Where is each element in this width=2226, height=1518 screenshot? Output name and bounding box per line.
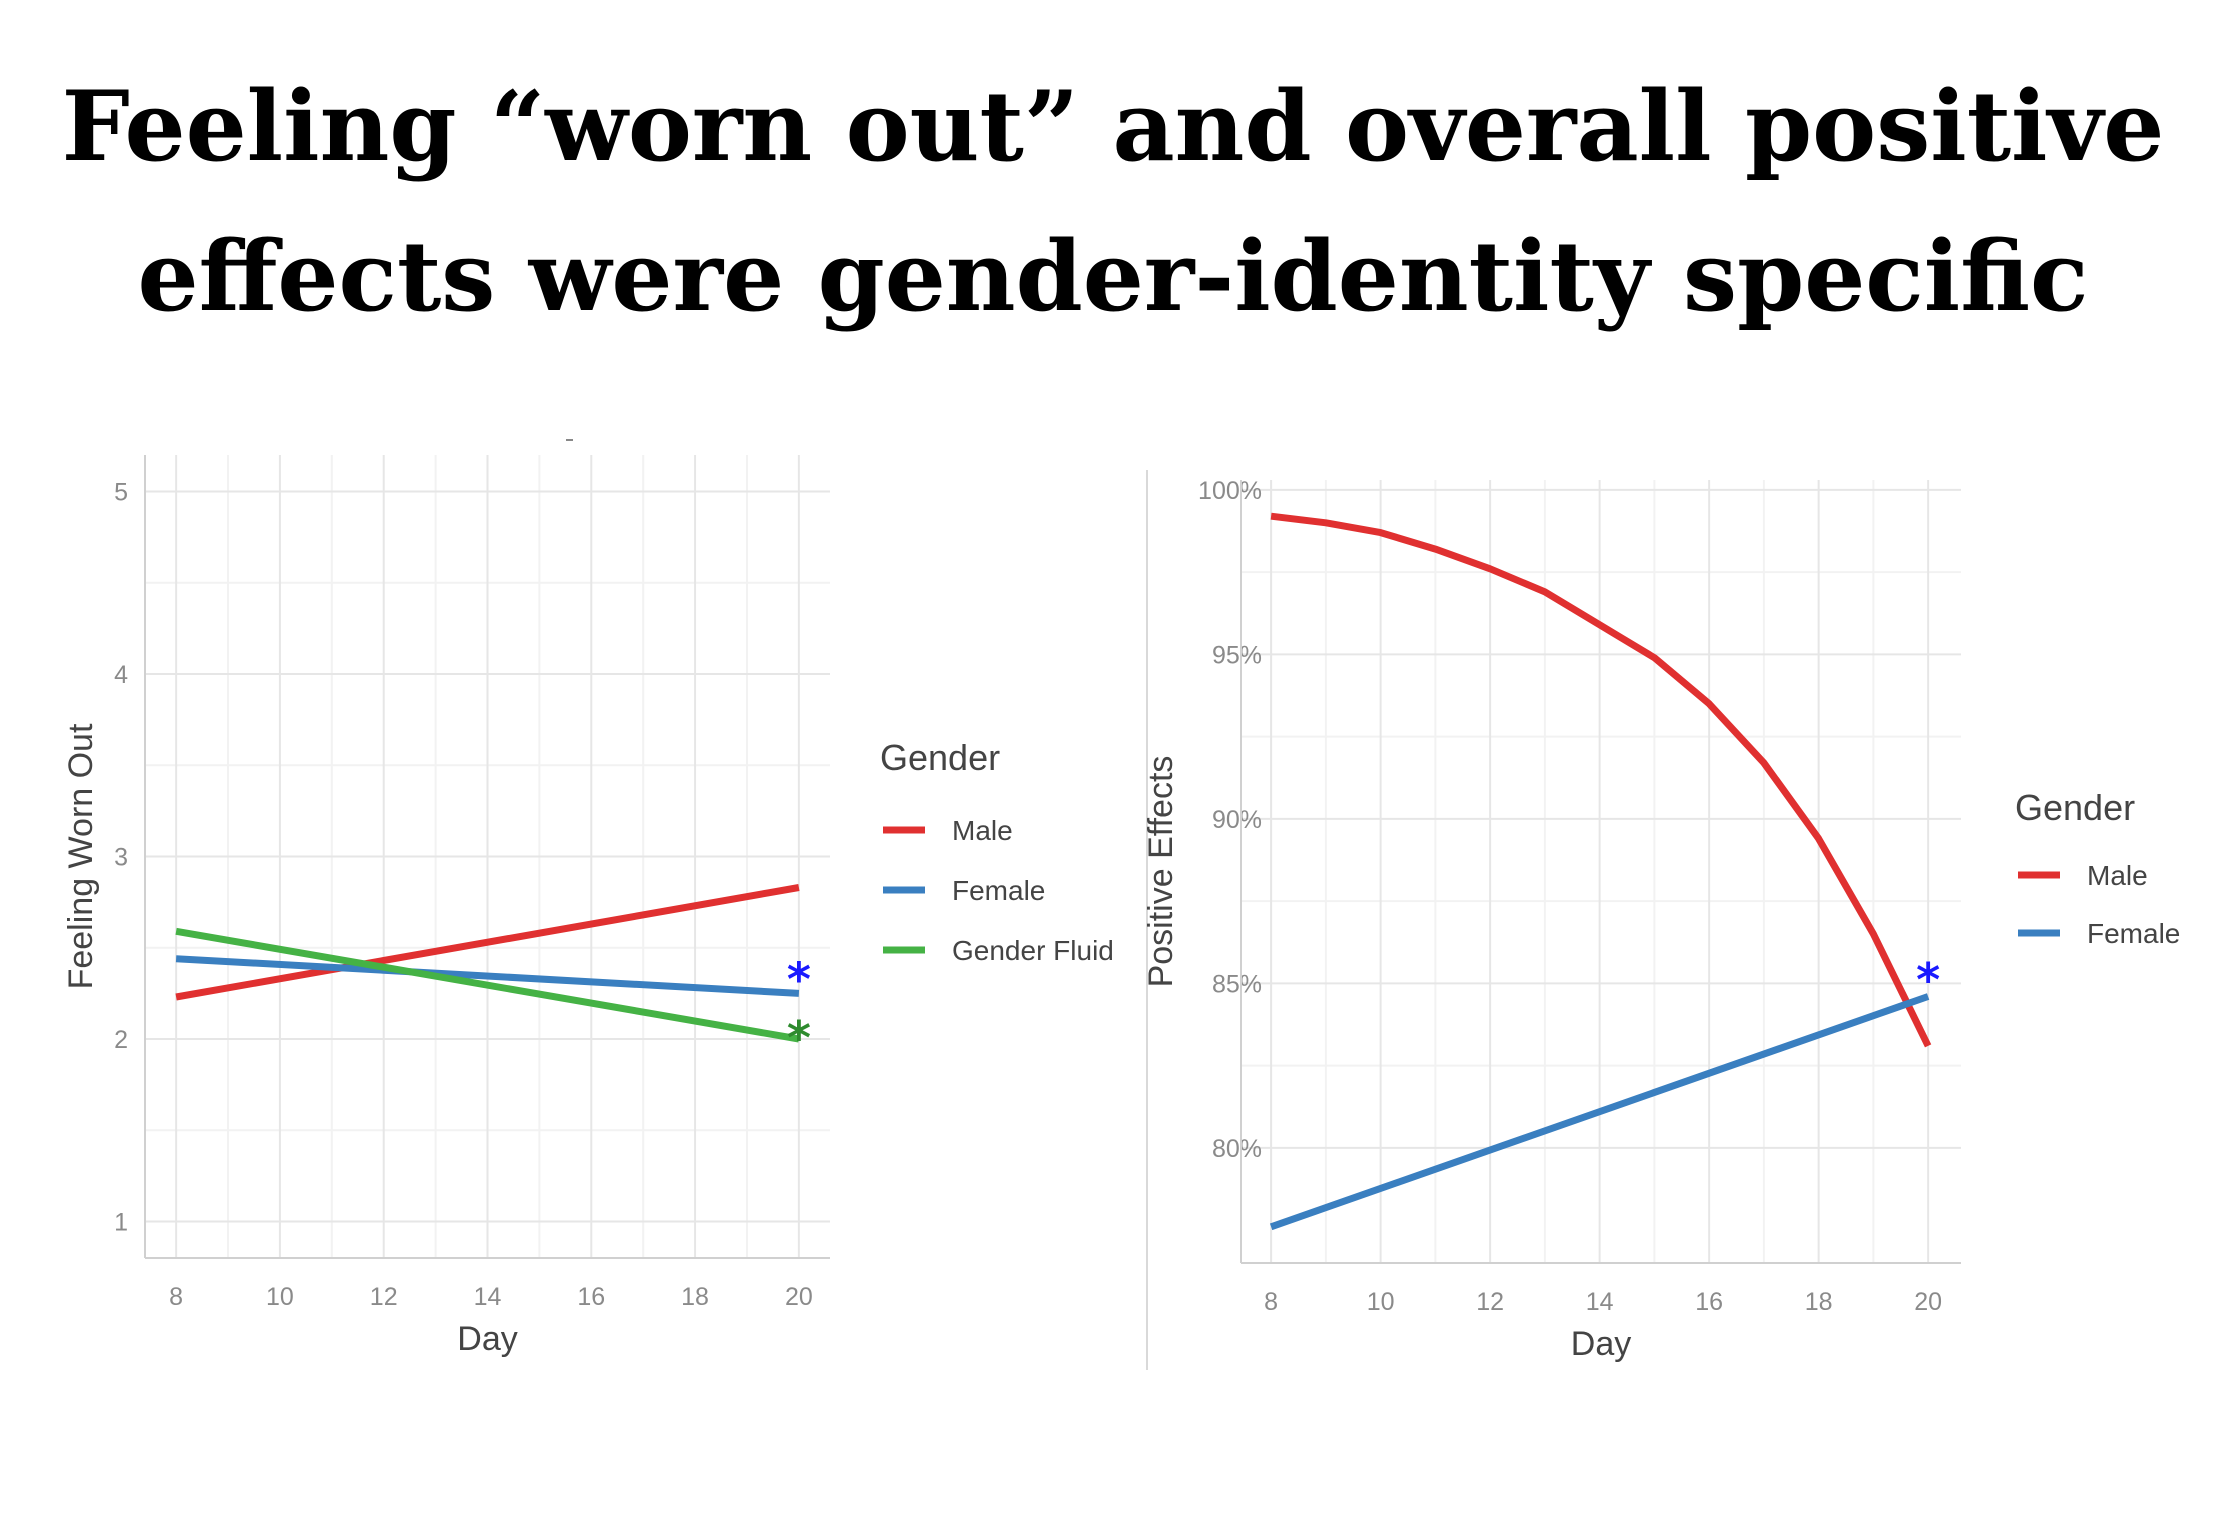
y-axis-title: Positive Effects — [1142, 756, 1180, 988]
y-axis-title: Feeling Worn Out — [62, 723, 100, 989]
y-tick-label: 95% — [1212, 641, 1262, 669]
x-tick-label: 18 — [681, 1283, 709, 1311]
x-tick-label: 8 — [1264, 1288, 1278, 1316]
y-tick-label: 4 — [114, 661, 128, 689]
x-tick-label: 20 — [1914, 1288, 1942, 1316]
x-tick-label: 10 — [1367, 1288, 1395, 1316]
legend-title: Gender — [880, 737, 1000, 778]
x-tick-label: 20 — [785, 1283, 813, 1311]
y-tick-label: 100% — [1198, 477, 1262, 505]
y-tick-label: 3 — [114, 844, 128, 872]
y-tick-label: 90% — [1212, 806, 1262, 834]
significance-star: * — [787, 1011, 811, 1065]
legend-title: Gender — [2015, 787, 2135, 828]
slide-title-line-1: Feeling “worn out” and overall positive — [61, 70, 2165, 183]
series-line-gender-fluid — [175, 927, 800, 1043]
y-tick-label: 2 — [114, 1026, 128, 1054]
x-axis-title: Day — [457, 1320, 517, 1358]
x-axis-title: Day — [1571, 1325, 1631, 1363]
x-tick-label: 14 — [1586, 1288, 1614, 1316]
x-tick-label: 16 — [577, 1283, 605, 1311]
series-line-male — [1270, 512, 1932, 1048]
legend-label: Male — [2087, 860, 2148, 891]
x-tick-label: 14 — [474, 1283, 502, 1311]
legend-label: Gender Fluid — [952, 935, 1114, 966]
y-tick-label: 80% — [1212, 1135, 1262, 1163]
legend-label: Female — [2087, 918, 2180, 949]
slide-title-line-2: effects were gender-identity specific — [137, 220, 2089, 333]
x-tick-label: 8 — [169, 1283, 183, 1311]
x-tick-label: 12 — [1476, 1288, 1504, 1316]
series-line-female — [175, 955, 800, 997]
legend-label: Female — [952, 875, 1045, 906]
x-tick-label: 16 — [1695, 1288, 1723, 1316]
y-tick-label: 5 — [114, 479, 128, 507]
significance-star: * — [1916, 953, 1940, 1007]
significance-star: * — [787, 953, 811, 1007]
y-tick-label: 85% — [1212, 970, 1262, 998]
series-line-female — [1269, 993, 1930, 1231]
legend-label: Male — [952, 815, 1013, 846]
slide-title: Feeling “worn out” and overall positive … — [0, 52, 2226, 352]
x-tick-label: 12 — [370, 1283, 398, 1311]
x-tick-label: 10 — [266, 1283, 294, 1311]
y-tick-label: 1 — [114, 1209, 128, 1237]
series-line-male — [175, 884, 800, 1001]
x-tick-label: 18 — [1805, 1288, 1833, 1316]
